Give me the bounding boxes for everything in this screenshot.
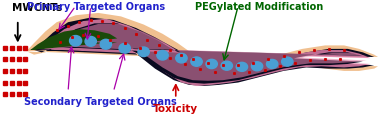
Polygon shape (30, 30, 117, 51)
Ellipse shape (85, 37, 96, 47)
Ellipse shape (191, 58, 202, 67)
Text: Primary Targeted Organs: Primary Targeted Organs (27, 2, 166, 12)
Ellipse shape (138, 48, 149, 57)
Polygon shape (38, 20, 370, 86)
Polygon shape (26, 14, 378, 85)
Ellipse shape (119, 44, 130, 54)
Ellipse shape (157, 51, 168, 60)
Ellipse shape (236, 63, 248, 72)
Ellipse shape (251, 62, 263, 71)
Ellipse shape (266, 60, 278, 69)
Text: PEGylated Modification: PEGylated Modification (195, 2, 323, 12)
Text: MWCNTs: MWCNTs (12, 3, 62, 13)
Polygon shape (34, 18, 374, 86)
Polygon shape (53, 25, 367, 81)
Ellipse shape (221, 62, 232, 71)
Polygon shape (49, 24, 363, 84)
Ellipse shape (70, 36, 82, 47)
Ellipse shape (206, 60, 217, 69)
Text: Secondary Targeted Organs: Secondary Targeted Organs (24, 96, 177, 106)
Ellipse shape (100, 40, 112, 50)
Text: Toxicity: Toxicity (153, 103, 198, 113)
Ellipse shape (282, 58, 293, 67)
Ellipse shape (176, 54, 187, 63)
